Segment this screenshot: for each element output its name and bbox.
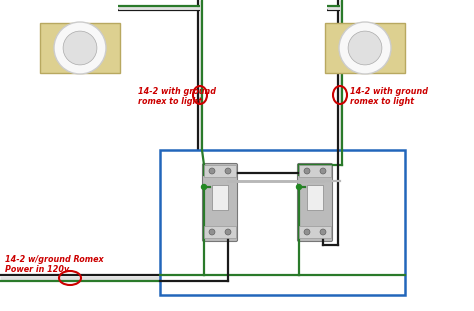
Circle shape — [209, 229, 215, 235]
Circle shape — [304, 229, 310, 235]
Text: 14-2 w/ground Romex
Power in 120v: 14-2 w/ground Romex Power in 120v — [5, 255, 104, 274]
Bar — [40, 23, 120, 73]
FancyBboxPatch shape — [202, 164, 237, 242]
Circle shape — [297, 184, 301, 189]
Circle shape — [320, 229, 326, 235]
Circle shape — [54, 22, 106, 74]
Circle shape — [209, 168, 215, 174]
Bar — [204, 226, 236, 238]
Text: 14-2 with ground
romex to light: 14-2 with ground romex to light — [138, 87, 216, 106]
Circle shape — [201, 184, 207, 189]
Circle shape — [339, 22, 391, 74]
Bar — [160, 150, 405, 295]
Bar — [212, 185, 228, 210]
FancyBboxPatch shape — [298, 164, 332, 242]
Circle shape — [348, 31, 382, 65]
Circle shape — [63, 31, 97, 65]
Bar — [325, 23, 405, 73]
Circle shape — [320, 168, 326, 174]
Bar — [299, 165, 331, 177]
Bar — [299, 226, 331, 238]
Bar — [307, 185, 323, 210]
Circle shape — [225, 168, 231, 174]
Circle shape — [304, 168, 310, 174]
Circle shape — [225, 229, 231, 235]
Bar — [204, 165, 236, 177]
Text: 14-2 with ground
romex to light: 14-2 with ground romex to light — [350, 87, 428, 106]
